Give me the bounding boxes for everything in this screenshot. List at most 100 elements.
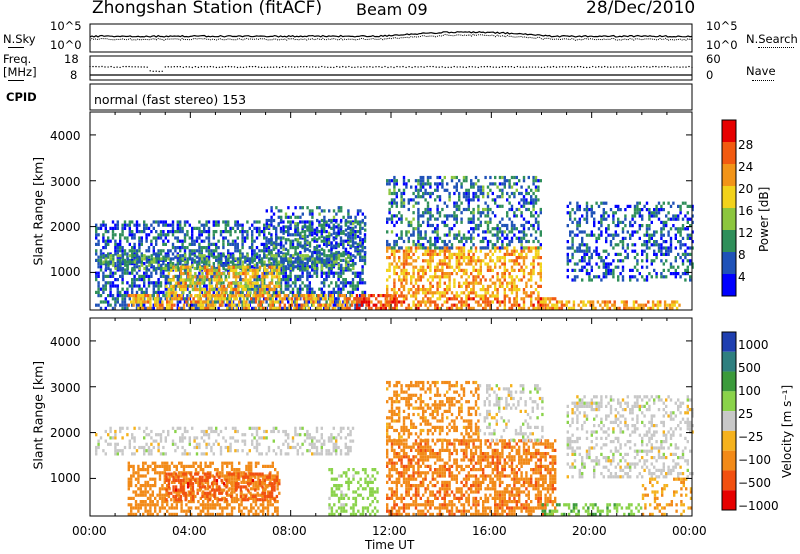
power-cell <box>323 236 326 240</box>
power-cell <box>258 260 261 264</box>
power-cell <box>347 281 350 285</box>
power-cell <box>302 294 306 298</box>
power-cell <box>631 214 634 218</box>
power-cell <box>253 249 256 253</box>
power-cell <box>663 303 667 307</box>
power-cell <box>140 254 144 258</box>
power-cell <box>150 242 153 246</box>
nave-point <box>552 65 555 68</box>
power-cell <box>320 281 323 285</box>
power-cell <box>515 249 518 253</box>
power-cell <box>506 191 509 196</box>
power-cell <box>470 233 473 237</box>
power-cell <box>171 230 175 234</box>
power-cell <box>402 182 406 186</box>
power-cell <box>527 294 530 298</box>
power-cell <box>503 303 506 307</box>
power-cell <box>453 223 456 228</box>
nave-point <box>528 66 531 68</box>
power-cell <box>484 207 487 212</box>
nave-point <box>146 66 148 68</box>
power-cell <box>571 243 574 247</box>
power-cell <box>277 222 280 226</box>
power-cell <box>116 263 120 267</box>
power-cell <box>402 272 406 276</box>
power-cell <box>303 230 307 234</box>
power-cell <box>162 255 165 259</box>
power-cell <box>394 306 397 310</box>
power-cell <box>518 252 521 256</box>
power-cell <box>486 185 490 189</box>
power-cell <box>229 260 233 264</box>
power-cell <box>496 300 499 304</box>
power-cell <box>210 300 213 304</box>
power-cell <box>460 217 463 221</box>
power-cell <box>407 252 410 256</box>
power-cell <box>180 294 183 298</box>
power-cell <box>114 223 117 227</box>
power-cell <box>532 303 535 307</box>
power-cell <box>465 239 468 244</box>
power-cell <box>245 300 248 304</box>
power-cell <box>253 252 256 256</box>
power-cell <box>164 274 167 278</box>
power-cell <box>274 306 277 310</box>
power-cell <box>602 211 605 215</box>
power-cell <box>260 257 264 261</box>
power-cell <box>455 272 458 276</box>
power-cell <box>239 230 242 234</box>
power-cell <box>237 275 240 279</box>
power-cell <box>660 259 663 263</box>
power-cell <box>588 278 591 282</box>
power-cell <box>243 236 247 240</box>
power-cell <box>317 297 320 301</box>
nave-point <box>272 66 275 68</box>
power-cell <box>643 233 646 237</box>
power-cell <box>200 246 203 250</box>
power-cell <box>386 291 389 295</box>
power-cell <box>386 256 389 260</box>
power-cell <box>513 284 516 288</box>
power-cell <box>349 236 352 240</box>
power-cell <box>318 287 321 291</box>
nave-point <box>649 66 651 68</box>
power-cell <box>212 236 215 240</box>
power-cell <box>390 288 394 292</box>
power-cell <box>443 249 446 253</box>
power-cell <box>417 256 420 260</box>
power-cell <box>277 260 281 264</box>
power-cell <box>337 306 340 310</box>
power-cell <box>443 188 446 192</box>
power-cell <box>316 266 319 271</box>
power-cell <box>150 239 153 243</box>
power-cell <box>431 243 434 247</box>
power-cell <box>191 249 194 253</box>
power-cell <box>119 249 122 253</box>
nave-point <box>221 66 224 68</box>
power-cell <box>218 272 221 276</box>
nave-point <box>92 65 94 68</box>
nave-point <box>209 65 212 68</box>
power-cell <box>522 306 526 310</box>
power-cell <box>268 288 271 292</box>
power-cell <box>571 240 574 244</box>
power-cell <box>405 278 408 282</box>
power-cell <box>195 249 199 253</box>
power-cell <box>597 233 601 237</box>
power-cell <box>482 236 485 240</box>
power-cell <box>689 262 692 266</box>
power-cell <box>489 278 492 282</box>
power-cell <box>172 288 175 292</box>
power-cell <box>299 241 302 245</box>
power-cell <box>258 254 261 258</box>
power-cell <box>205 230 208 234</box>
power-cell <box>569 230 572 234</box>
power-cell <box>453 204 456 208</box>
power-cell <box>532 268 535 272</box>
power-cell <box>275 233 278 237</box>
power-cell <box>501 243 504 247</box>
power-cell <box>537 300 540 304</box>
power-cell <box>270 238 273 242</box>
nave-point <box>315 66 317 68</box>
power-cell <box>154 297 157 301</box>
